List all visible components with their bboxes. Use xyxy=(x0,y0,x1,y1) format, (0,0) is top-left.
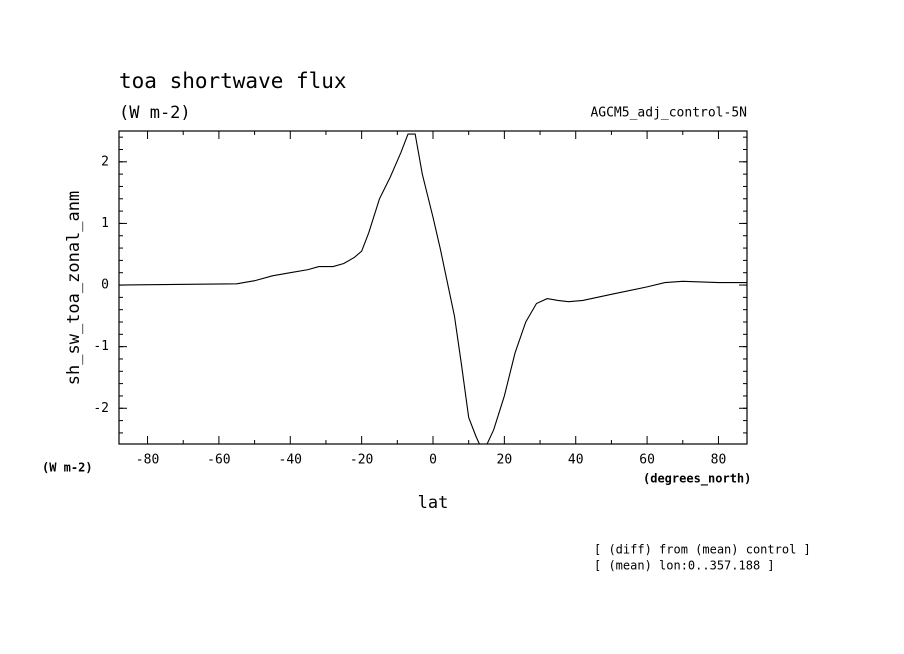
y-tick-label: -2 xyxy=(93,401,109,416)
x-tick-label: 80 xyxy=(711,453,727,468)
x-units: (degrees_north) xyxy=(643,472,751,487)
x-axis-label: lat xyxy=(418,493,449,513)
x-tick-label: 40 xyxy=(568,453,584,468)
plot-frame xyxy=(118,130,748,445)
plot-area xyxy=(119,133,747,444)
dataset-label: AGCM5_adj_control-5N xyxy=(590,106,747,121)
x-tick-label: -20 xyxy=(350,453,373,468)
x-tick-label: -40 xyxy=(279,453,302,468)
y-tick-label: 1 xyxy=(101,216,109,231)
y-units: (W m-2) xyxy=(42,461,93,475)
note: [ (mean) lon:0..357.188 ] xyxy=(594,559,775,573)
x-tick-label: -80 xyxy=(136,453,159,468)
y-tick-label: 2 xyxy=(101,154,109,169)
y-tick-label: 0 xyxy=(101,278,109,293)
x-tick-label: 20 xyxy=(497,453,513,468)
y-tick-label: -1 xyxy=(93,339,109,354)
data-line xyxy=(119,133,747,444)
chart-subtitle: (W m-2) xyxy=(119,103,191,123)
x-tick-label: 0 xyxy=(429,453,437,468)
chart-title: toa shortwave flux xyxy=(119,69,347,93)
x-tick-label: 60 xyxy=(639,453,655,468)
x-tick-label: -60 xyxy=(207,453,230,468)
note: [ (diff) from (mean) control ] xyxy=(594,543,811,557)
y-axis-label: sh_sw_toa_zonal_anm xyxy=(64,191,84,385)
